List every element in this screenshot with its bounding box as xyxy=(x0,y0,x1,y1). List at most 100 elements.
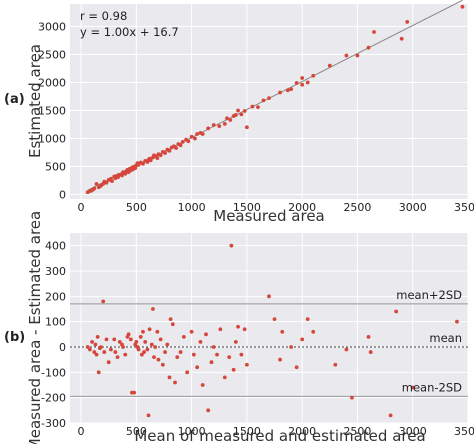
x-tick-label: 0 xyxy=(78,425,85,438)
data-point xyxy=(410,385,415,390)
data-point xyxy=(285,88,290,93)
data-point xyxy=(394,309,399,314)
panel-label: (b) xyxy=(4,330,25,345)
data-point xyxy=(173,380,177,385)
data-point xyxy=(206,126,211,131)
panel-label: (a) xyxy=(4,92,25,107)
data-point xyxy=(222,122,227,126)
data-point xyxy=(151,307,155,311)
x-tick-label: 2000 xyxy=(288,201,316,214)
data-point xyxy=(344,347,349,352)
data-point xyxy=(142,350,146,354)
data-point xyxy=(327,63,332,68)
data-point xyxy=(206,408,211,413)
data-point xyxy=(145,347,150,352)
x-tick-label: 0 xyxy=(78,201,85,214)
bland-altman-panel: 0500100015002000250030003500-300-200-100… xyxy=(4,211,474,444)
data-point xyxy=(136,347,141,352)
x-tick-label: 1000 xyxy=(178,201,206,214)
data-point xyxy=(355,53,360,58)
data-point xyxy=(460,4,465,9)
data-point xyxy=(368,350,373,354)
data-point xyxy=(242,109,247,113)
data-point xyxy=(300,337,305,342)
y-tick-label: 1000 xyxy=(38,132,66,145)
data-point xyxy=(305,317,310,322)
data-point xyxy=(198,340,203,344)
y-tick-label: 0 xyxy=(59,189,66,202)
data-point xyxy=(104,180,109,185)
data-point xyxy=(180,139,185,144)
data-point xyxy=(88,347,92,352)
plot-area xyxy=(70,233,468,423)
data-point xyxy=(244,362,249,367)
y-tick-label: -200 xyxy=(41,392,66,405)
data-point xyxy=(186,139,191,144)
data-point xyxy=(155,156,160,160)
data-point xyxy=(106,360,111,365)
y-tick-label: 3000 xyxy=(38,20,66,33)
data-point xyxy=(141,161,145,166)
data-point xyxy=(372,30,376,34)
data-point xyxy=(148,158,153,163)
data-point xyxy=(174,146,179,150)
data-point xyxy=(215,352,219,357)
data-point xyxy=(211,123,216,127)
y-tick-label: 2000 xyxy=(38,76,66,89)
data-point xyxy=(156,357,161,362)
data-point xyxy=(350,395,354,400)
y-tick-label: 0 xyxy=(59,341,66,354)
data-point xyxy=(94,181,99,186)
data-point xyxy=(195,132,200,136)
x-axis-label: Measured area xyxy=(213,207,325,225)
data-point xyxy=(261,98,266,103)
data-point xyxy=(163,350,167,354)
data-point xyxy=(218,327,223,332)
data-point xyxy=(311,73,316,78)
data-point xyxy=(200,383,205,387)
data-point xyxy=(228,118,233,122)
y-tick-label: 300 xyxy=(45,265,66,278)
data-point xyxy=(153,345,158,349)
grid xyxy=(70,4,469,199)
x-tick-label: 2500 xyxy=(343,201,371,214)
correlation-annotation: r = 0.98 xyxy=(80,9,127,23)
data-point xyxy=(242,327,247,332)
y-tick-label: 500 xyxy=(45,161,66,174)
data-point xyxy=(92,350,97,354)
data-point xyxy=(112,337,117,342)
data-point xyxy=(250,104,255,109)
data-point xyxy=(158,153,163,158)
y-tick-label: 400 xyxy=(45,240,66,253)
data-point xyxy=(139,352,144,357)
data-point xyxy=(225,116,229,121)
data-point xyxy=(244,125,249,130)
data-point xyxy=(143,340,148,344)
data-point xyxy=(102,350,107,354)
data-point xyxy=(104,337,109,342)
data-point xyxy=(366,45,371,50)
x-tick-label: 3000 xyxy=(399,425,427,438)
data-point xyxy=(167,375,172,380)
lower-limit-label: mean-2SD xyxy=(402,380,462,394)
data-point xyxy=(278,357,282,362)
data-point xyxy=(278,90,282,95)
data-point xyxy=(267,294,271,299)
data-point xyxy=(239,352,244,357)
y-axis-label: Measured area - Estimated area xyxy=(26,211,44,444)
data-point xyxy=(138,334,143,339)
data-point xyxy=(399,36,404,41)
data-point xyxy=(272,317,277,322)
data-point xyxy=(115,355,120,360)
data-point xyxy=(117,340,122,344)
y-tick-label: -300 xyxy=(41,417,66,430)
x-tick-label: 500 xyxy=(126,201,147,214)
x-tick-label: 2500 xyxy=(343,425,371,438)
y-tick-label: 100 xyxy=(45,316,66,329)
data-point xyxy=(300,82,305,87)
data-point xyxy=(85,345,90,349)
data-point xyxy=(204,332,208,337)
